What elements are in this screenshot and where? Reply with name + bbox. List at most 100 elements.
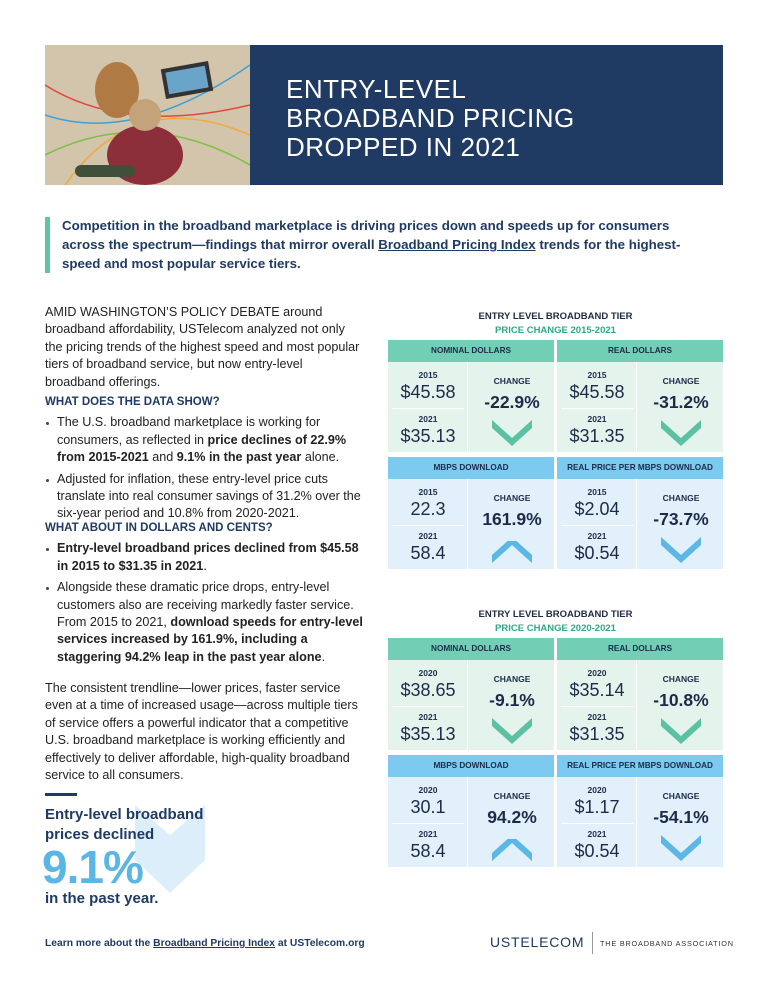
- divider: [392, 525, 464, 526]
- callout-text: Entry-level broadband prices declined: [45, 806, 204, 843]
- text-run: Learn more about the: [45, 938, 154, 949]
- section: WHAT ABOUT IN DOLLARS AND CENTS? Entry-le…: [45, 520, 363, 670]
- value: 58.4: [410, 543, 446, 563]
- tile: REAL PRICE PER MBPS DOWNLOAD 2015 $2.04 202…: [557, 457, 723, 569]
- year: 2015: [587, 370, 607, 380]
- text-run: Competition in the broadband marketplace…: [62, 218, 670, 252]
- value: $38.65: [400, 680, 456, 700]
- callout-chevron: [135, 805, 205, 893]
- chevron: [492, 839, 532, 861]
- tile-header: REAL DOLLARS: [557, 340, 723, 362]
- text-run: AMID WASHINGTON’S POLICY DEBATE around b…: [45, 305, 360, 389]
- change-label: CHANGE: [662, 674, 700, 684]
- tile-years: 2020 30.1 2021 58.4: [388, 777, 468, 867]
- tile: REAL DOLLARS 2020 $35.14 2021 $31.35 CHANGE -1…: [557, 638, 723, 750]
- chevron: [492, 541, 532, 563]
- title-line: ENTRY-LEVEL: [286, 74, 467, 104]
- value: 22.3: [410, 499, 446, 519]
- panel-subtitle: PRICE CHANGE 2020-2021: [495, 623, 616, 634]
- lead-paragraph: AMID WASHINGTON’S POLICY DEBATE around b…: [45, 304, 363, 391]
- divider: [392, 706, 464, 707]
- value: $0.54: [574, 543, 620, 563]
- text-run: .: [321, 649, 326, 664]
- tile-body: 2020 30.1 2021 58.4 CHANGE 94.2%: [388, 777, 554, 867]
- value: $45.58: [400, 382, 456, 402]
- value: $31.35: [569, 724, 625, 744]
- divider: [392, 823, 464, 824]
- rule: [45, 793, 77, 796]
- divider: [392, 408, 464, 409]
- divider: [561, 525, 633, 526]
- tile-body: 2020 $35.14 2021 $31.35 CHANGE -10.8%: [557, 660, 723, 750]
- bullet: Adjusted for inflation, these entry-leve…: [46, 471, 363, 523]
- tile: NOMINAL DOLLARS 2020 $38.65 2021 $35.13 CHANG…: [388, 638, 554, 750]
- text-run: The consistent trendline—lower prices, f…: [45, 681, 358, 783]
- panel-title: ENTRY LEVEL BROADBAND TIER PRICE CHANGE 2…: [388, 310, 723, 338]
- panel-title: ENTRY LEVEL BROADBAND TIER PRICE CHANGE 2…: [388, 608, 723, 636]
- value: $45.58: [569, 382, 625, 402]
- bullet-list: The U.S. broadband marketplace is workin…: [45, 414, 363, 522]
- change-value: -31.2%: [653, 392, 709, 412]
- closing-paragraph: The consistent trendline—lower prices, f…: [45, 680, 363, 784]
- change-value: 94.2%: [487, 807, 537, 827]
- tile-years: 2020 $1.17 2021 $0.54: [557, 777, 637, 867]
- divider: [561, 823, 633, 824]
- value: $31.35: [569, 426, 625, 446]
- chevron: [661, 537, 701, 563]
- year: 2020: [418, 785, 438, 795]
- intro: Competition in the broadband marketplace…: [62, 216, 712, 273]
- tile-header: NOMINAL DOLLARS: [388, 638, 554, 660]
- tile-body: 2015 $45.58 2021 $31.35 CHANGE -31.2%: [557, 362, 723, 452]
- bullet: Alongside these dramatic price drops, en…: [46, 579, 363, 666]
- tile: MBPS DOWNLOAD 2015 22.3 2021 58.4 CHANGE 161.9…: [388, 457, 554, 569]
- change-value: -10.8%: [653, 690, 709, 710]
- year: 2021: [587, 829, 607, 839]
- tile: MBPS DOWNLOAD 2020 30.1 2021 58.4 CHANGE 94.2%: [388, 755, 554, 867]
- year: 2021: [418, 829, 438, 839]
- tile-header: MBPS DOWNLOAD: [388, 457, 554, 479]
- separator: [592, 932, 593, 954]
- bullet-list: Entry-level broadband prices declined fr…: [45, 540, 363, 666]
- tile-body: 2015 22.3 2021 58.4 CHANGE 161.9%: [388, 479, 554, 569]
- tile-years: 2015 $45.58 2021 $35.13: [388, 362, 468, 452]
- title-box: ENTRY-LEVEL BROADBAND PRICING DROPPED IN 2…: [250, 45, 723, 185]
- chevron-shape: [661, 537, 701, 563]
- value: $35.13: [400, 426, 456, 446]
- title-line: BROADBAND PRICING: [286, 103, 575, 133]
- panel-title-line: ENTRY LEVEL BROADBAND TIER: [478, 311, 633, 322]
- divider: [561, 408, 633, 409]
- text-run: price declines of 22.9% from 2015-2021: [57, 432, 347, 465]
- text-run: trends for the highest-speed and most po…: [62, 237, 681, 271]
- panel-subtitle: PRICE CHANGE 2015-2021: [495, 325, 616, 336]
- change-value: -9.1%: [489, 690, 535, 710]
- year: 2021: [587, 531, 607, 541]
- text-run: Entry-level broadband prices declined fr…: [57, 541, 359, 573]
- year: 2021: [587, 712, 607, 722]
- title-line: DROPPED IN 2021: [286, 132, 521, 162]
- tile-header: MBPS DOWNLOAD: [388, 755, 554, 777]
- chevron-shape: [492, 718, 532, 744]
- text-run: Adjusted for inflation, these entry-leve…: [57, 471, 361, 521]
- change-label: CHANGE: [493, 493, 531, 503]
- tile-header: REAL PRICE PER MBPS DOWNLOAD: [557, 755, 723, 777]
- year: 2021: [587, 414, 607, 424]
- year: 2015: [587, 487, 607, 497]
- year: 2020: [418, 668, 438, 678]
- value: $0.54: [574, 841, 620, 861]
- change-label: CHANGE: [493, 791, 531, 801]
- text-run: The U.S. broadband marketplace is workin…: [57, 415, 321, 447]
- change-value: -54.1%: [653, 807, 709, 827]
- change-value: -73.7%: [653, 509, 709, 529]
- value: $35.14: [569, 680, 625, 700]
- year: 2020: [587, 668, 607, 678]
- year: 2021: [418, 531, 438, 541]
- chevron: [492, 718, 532, 744]
- tile: REAL PRICE PER MBPS DOWNLOAD 2020 $1.17 202…: [557, 755, 723, 867]
- change-value: -22.9%: [484, 392, 540, 412]
- callout-text: in the past year.: [45, 890, 159, 907]
- change-label: CHANGE: [662, 791, 700, 801]
- chevron: [661, 835, 701, 861]
- value: 58.4: [410, 841, 446, 861]
- callout-figure: 9.1%: [42, 841, 144, 893]
